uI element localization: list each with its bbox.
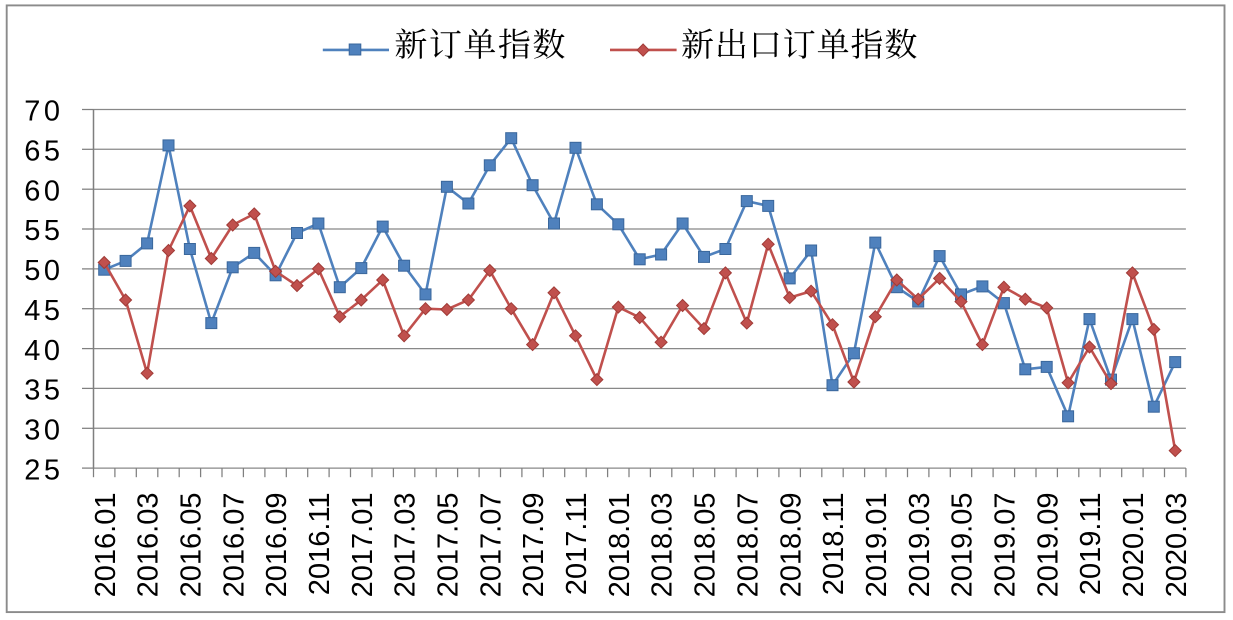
svg-text:2018.09: 2018.09: [775, 493, 807, 598]
svg-text:2018.01: 2018.01: [604, 493, 636, 598]
svg-text:2016.01: 2016.01: [90, 493, 122, 598]
svg-text:2016.03: 2016.03: [133, 493, 165, 598]
svg-text:55: 55: [24, 215, 63, 247]
svg-text:2020.03: 2020.03: [1161, 493, 1193, 598]
svg-text:2019.01: 2019.01: [861, 493, 893, 598]
svg-text:50: 50: [24, 255, 63, 287]
svg-text:2018.11: 2018.11: [818, 493, 850, 596]
svg-text:2019.05: 2019.05: [947, 493, 979, 598]
svg-text:2018.07: 2018.07: [732, 493, 764, 598]
svg-text:70: 70: [24, 96, 63, 128]
svg-text:2018.05: 2018.05: [690, 493, 722, 598]
svg-text:2019.09: 2019.09: [1032, 493, 1064, 598]
svg-text:25: 25: [24, 454, 63, 486]
svg-text:45: 45: [24, 295, 63, 327]
svg-text:2016.07: 2016.07: [218, 493, 250, 598]
svg-text:40: 40: [24, 335, 63, 367]
svg-text:65: 65: [24, 136, 63, 168]
svg-text:2017.09: 2017.09: [518, 493, 550, 598]
svg-text:2017.03: 2017.03: [390, 493, 422, 598]
svg-text:2019.03: 2019.03: [904, 493, 936, 598]
svg-text:60: 60: [24, 175, 63, 207]
svg-text:2020.01: 2020.01: [1118, 493, 1150, 598]
svg-text:2017.11: 2017.11: [561, 493, 593, 596]
svg-text:30: 30: [24, 415, 63, 447]
svg-text:2016.05: 2016.05: [176, 493, 208, 598]
svg-text:2017.01: 2017.01: [347, 493, 379, 598]
svg-text:2019.11: 2019.11: [1075, 493, 1107, 596]
svg-text:35: 35: [24, 375, 63, 407]
svg-text:2017.05: 2017.05: [433, 493, 465, 598]
svg-text:2017.07: 2017.07: [475, 493, 507, 598]
svg-text:2016.11: 2016.11: [304, 493, 336, 596]
svg-text:2016.09: 2016.09: [261, 493, 293, 598]
svg-text:2019.07: 2019.07: [990, 493, 1022, 598]
svg-text:2018.03: 2018.03: [647, 493, 679, 598]
